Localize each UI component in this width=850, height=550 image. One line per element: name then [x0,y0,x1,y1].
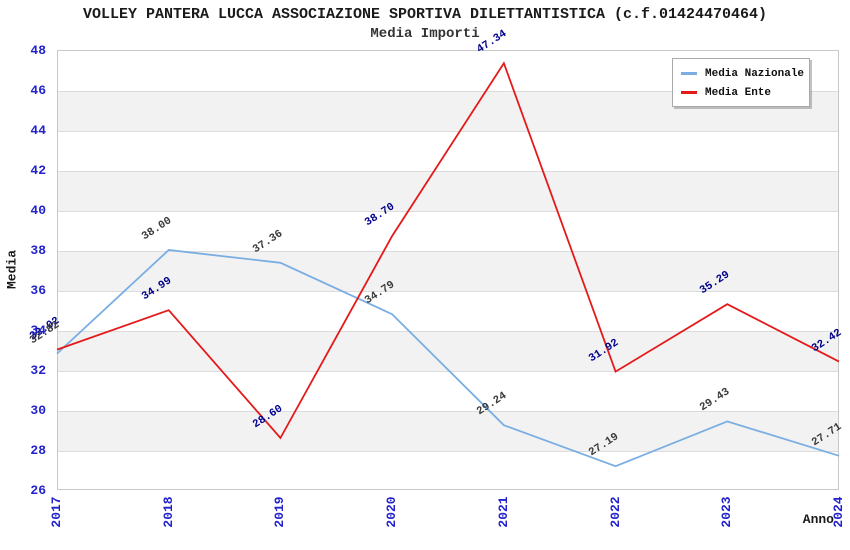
y-tick-label: 34 [30,322,46,338]
legend-line-swatch [681,91,697,94]
plot-band [58,331,838,371]
x-tick-label: 2022 [607,496,623,528]
x-tick-label: 2024 [831,496,846,528]
gridline [58,371,838,372]
legend: Media Nazionale Media Ente [672,58,810,107]
legend-label: Media Nazionale [705,67,805,80]
y-tick-label: 36 [30,282,46,298]
y-tick-label: 32 [30,362,46,378]
legend-item: Media Nazionale [681,64,805,83]
x-tick-label: 2021 [495,496,511,528]
gridline [58,211,838,212]
gridline [58,411,838,412]
gridline [58,131,838,132]
y-tick-label: 30 [30,402,46,418]
chart-subtitle: Media Importi [370,26,480,42]
x-tick-label: 2020 [384,496,400,528]
x-axis-title: Anno [802,512,834,527]
y-tick-label: 46 [30,82,46,98]
y-tick-label: 42 [30,162,46,178]
plot-band [58,411,838,451]
y-tick-label: 48 [30,42,46,58]
gridline [58,451,838,452]
gridline [58,331,838,332]
legend-label: Media Ente [705,86,772,99]
x-tick-label: 2023 [719,496,735,528]
legend-item: Media Ente [681,83,801,102]
x-tick-label: 2018 [160,496,176,528]
legend-line-swatch [681,72,697,75]
x-tick-label: 2019 [272,496,288,528]
gridline [58,171,838,172]
y-tick-label: 38 [30,242,46,258]
y-tick-label: 28 [30,442,46,458]
y-axis-title: Media [4,250,20,290]
gridline [58,251,838,252]
chart-title: VOLLEY PANTERA LUCCA ASSOCIAZIONE SPORTI… [82,6,768,23]
y-tick-label: 26 [30,482,46,498]
y-tick-label: 44 [30,122,46,138]
x-tick-label: 2017 [49,496,64,528]
plot-area [57,50,839,490]
y-tick-label: 40 [30,202,46,218]
gridline [58,291,838,292]
plot-band [58,171,838,211]
